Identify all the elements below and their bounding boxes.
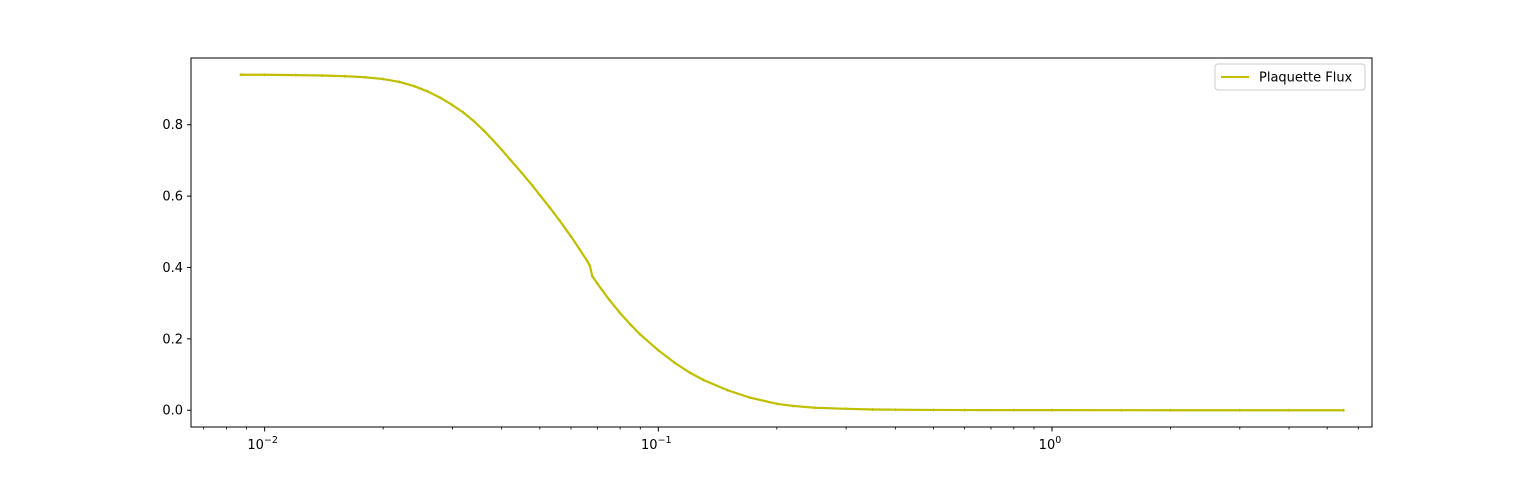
x-tick-label: 10−2: [247, 435, 278, 453]
data-point: [520, 171, 524, 175]
data-point: [963, 408, 967, 412]
series-line-0: [239, 73, 1345, 412]
data-point: [618, 311, 622, 315]
y-tick-label: 0.4: [162, 261, 183, 276]
data-point: [577, 247, 581, 251]
data-point: [482, 128, 486, 132]
data-point: [629, 323, 633, 327]
data-point: [1238, 408, 1242, 412]
y-tick-label: 0.2: [162, 332, 183, 347]
data-point: [1012, 408, 1016, 412]
data-point: [491, 138, 495, 142]
x-tick-label: 10−1: [641, 435, 672, 453]
data-point: [263, 73, 267, 77]
y-tick-label: 0.6: [162, 190, 183, 205]
data-point: [673, 361, 677, 365]
data-point: [607, 298, 611, 302]
data-point: [893, 408, 897, 412]
data-point: [1119, 408, 1123, 412]
data-point: [775, 402, 779, 406]
legend: Plaquette Flux: [1214, 63, 1366, 91]
legend-label: Plaquette Flux: [1259, 71, 1353, 86]
data-point: [585, 259, 589, 263]
data-point: [500, 148, 504, 152]
data-point: [747, 395, 751, 399]
data-point: [871, 408, 874, 412]
data-point: [381, 77, 385, 81]
data-point: [813, 406, 817, 410]
data-point: [1168, 408, 1172, 412]
data-point: [791, 404, 795, 408]
x-tick-label: 100: [1039, 435, 1062, 453]
data-point: [588, 264, 592, 268]
data-point: [397, 80, 401, 84]
data-point: [1287, 408, 1291, 412]
data-point: [294, 73, 298, 77]
y-axis: 0.0 0.2 0.4 0.6 0.8: [162, 118, 191, 419]
data-point: [656, 348, 660, 352]
data-point: [426, 90, 430, 94]
data-point: [931, 408, 935, 412]
data-point: [569, 234, 573, 238]
x-axis: 10−2 10−1 100: [203, 427, 1359, 453]
data-point: [726, 388, 730, 392]
y-tick-label: 0.8: [162, 118, 183, 133]
data-point: [844, 407, 848, 411]
data-point: [538, 193, 542, 197]
data-point: [531, 184, 535, 188]
data-point: [595, 282, 599, 286]
data-point: [439, 96, 443, 100]
data-point: [412, 84, 416, 88]
legend-box: [1214, 63, 1366, 91]
data-point: [1341, 408, 1345, 412]
data-point: [320, 73, 324, 77]
data-point: [343, 74, 347, 78]
data-point: [450, 103, 454, 107]
data-point: [1050, 408, 1054, 412]
data-point: [508, 157, 512, 161]
plot-area: [239, 73, 1345, 412]
data-point: [363, 75, 367, 79]
data-point: [557, 218, 561, 222]
data-point: [462, 111, 466, 115]
axes-frame: [190, 57, 1373, 428]
data-point: [239, 73, 243, 77]
data-point: [548, 206, 552, 210]
data-point: [590, 274, 594, 278]
data-point: [687, 370, 691, 374]
data-point: [472, 119, 476, 123]
data-point: [701, 378, 705, 382]
y-tick-label: 0.0: [162, 404, 183, 419]
data-point: [638, 333, 642, 337]
